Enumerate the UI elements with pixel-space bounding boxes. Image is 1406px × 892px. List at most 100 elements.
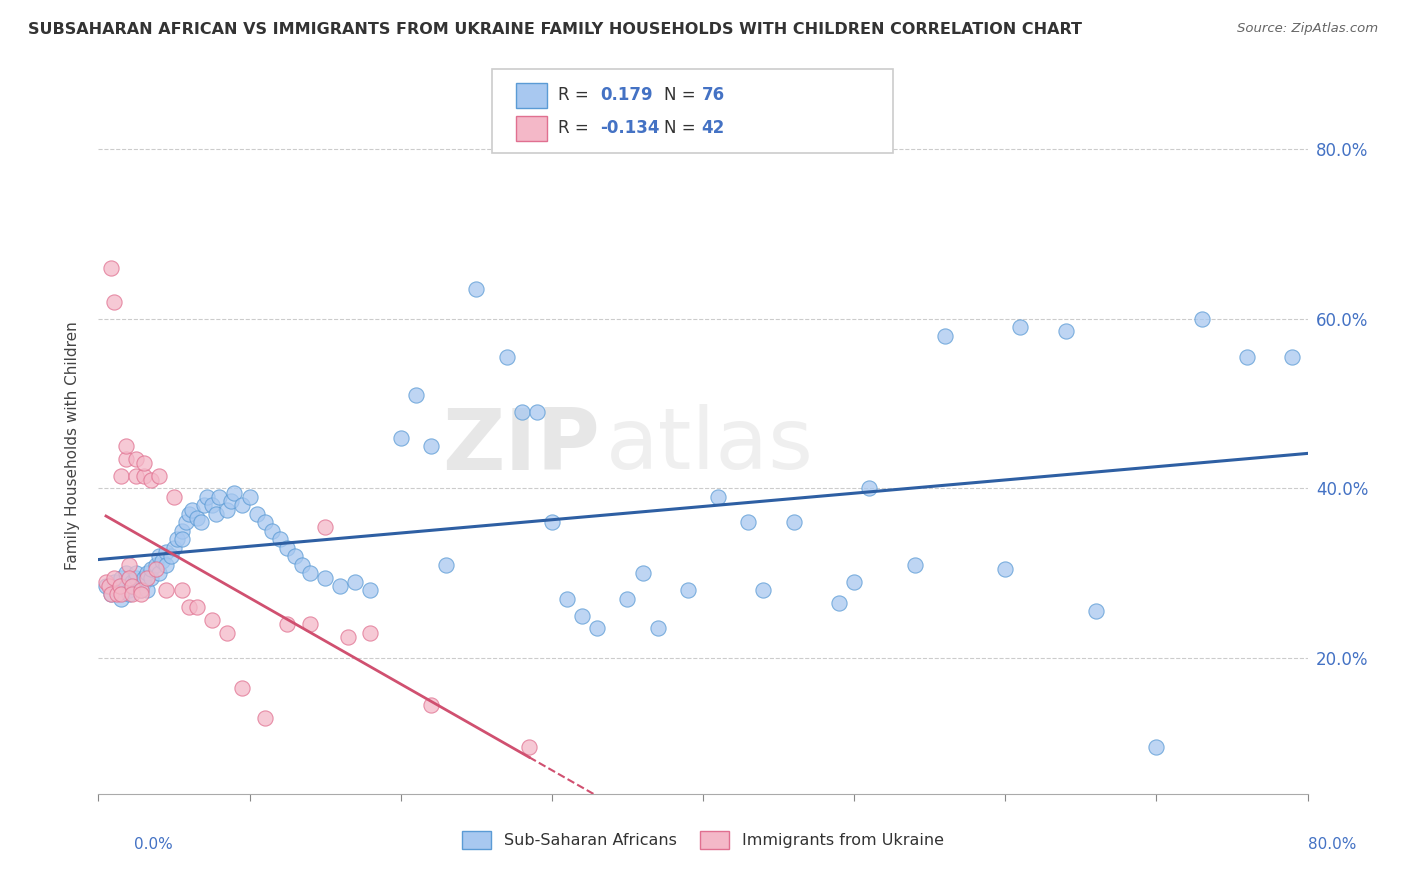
Point (148, 549, 170, 564)
Point (239, 490, 262, 504)
Point (129, 587, 152, 601)
Point (135, 583, 157, 598)
Point (1144, 740, 1167, 755)
Point (94, 574, 117, 589)
Point (160, 549, 183, 564)
Point (186, 511, 208, 525)
Point (208, 490, 231, 504)
Point (135, 570, 157, 584)
Point (145, 562, 167, 576)
Point (195, 490, 218, 504)
Point (108, 579, 131, 593)
Text: -0.134: -0.134 (600, 120, 659, 137)
Point (170, 524, 193, 538)
Point (201, 613, 224, 627)
Point (118, 583, 141, 598)
Text: ZIP: ZIP (443, 404, 600, 488)
Point (276, 541, 298, 555)
Point (586, 622, 609, 636)
Point (105, 587, 128, 601)
Text: R =: R = (558, 87, 595, 104)
Point (246, 507, 269, 521)
Point (707, 490, 730, 504)
Point (329, 579, 352, 593)
Point (420, 698, 443, 712)
Text: N =: N = (664, 87, 700, 104)
Point (904, 558, 927, 572)
Point (291, 558, 314, 572)
Point (166, 533, 188, 547)
Point (103, 574, 125, 589)
Point (752, 583, 775, 598)
Point (262, 524, 284, 538)
Point (276, 617, 298, 632)
Point (114, 566, 136, 581)
Point (155, 583, 177, 598)
Point (314, 519, 336, 533)
Point (526, 405, 548, 419)
Point (170, 533, 193, 547)
Point (299, 566, 322, 581)
Point (571, 608, 593, 623)
Point (103, 294, 125, 309)
Text: 80.0%: 80.0% (1309, 837, 1357, 852)
Point (170, 583, 193, 598)
Point (98, 579, 121, 593)
Point (495, 350, 517, 364)
Point (125, 468, 148, 483)
Point (828, 596, 851, 610)
Point (121, 579, 143, 593)
Point (105, 583, 128, 598)
Point (155, 545, 177, 559)
Point (783, 516, 806, 530)
Point (110, 587, 132, 601)
Point (201, 499, 224, 513)
Point (1054, 325, 1077, 339)
Point (510, 405, 533, 419)
Point (314, 570, 336, 584)
Point (125, 570, 148, 584)
Point (145, 558, 167, 572)
Point (141, 473, 163, 487)
Point (114, 439, 136, 453)
Point (631, 566, 654, 581)
Point (1236, 350, 1258, 364)
Point (215, 625, 238, 640)
Point (100, 587, 122, 601)
Point (215, 502, 238, 516)
Point (114, 579, 136, 593)
Point (163, 490, 186, 504)
Point (100, 587, 122, 601)
Point (224, 485, 246, 500)
Point (129, 583, 152, 598)
Point (336, 630, 359, 644)
Point (129, 579, 152, 593)
Point (121, 587, 143, 601)
Point (1281, 350, 1303, 364)
Point (110, 591, 132, 606)
Point (181, 502, 204, 516)
Point (118, 558, 141, 572)
Point (163, 541, 186, 555)
Text: Source: ZipAtlas.com: Source: ZipAtlas.com (1237, 22, 1378, 36)
Point (141, 562, 163, 576)
Y-axis label: Family Households with Children: Family Households with Children (65, 322, 80, 570)
Point (934, 328, 956, 343)
Point (405, 388, 427, 402)
Point (132, 468, 155, 483)
Point (1085, 604, 1108, 618)
Text: 76: 76 (702, 87, 724, 104)
Point (994, 562, 1017, 576)
Point (114, 451, 136, 466)
Legend: Sub-Saharan Africans, Immigrants from Ukraine: Sub-Saharan Africans, Immigrants from Uk… (456, 824, 950, 855)
Point (299, 617, 322, 632)
Point (100, 260, 122, 275)
Text: SUBSAHARAN AFRICAN VS IMMIGRANTS FROM UKRAINE FAMILY HOUSEHOLDS WITH CHILDREN CO: SUBSAHARAN AFRICAN VS IMMIGRANTS FROM UK… (28, 22, 1083, 37)
Point (141, 570, 163, 584)
Point (269, 533, 291, 547)
Point (647, 622, 669, 636)
Point (193, 499, 215, 513)
Point (676, 583, 699, 598)
Point (231, 681, 253, 695)
Point (360, 583, 382, 598)
